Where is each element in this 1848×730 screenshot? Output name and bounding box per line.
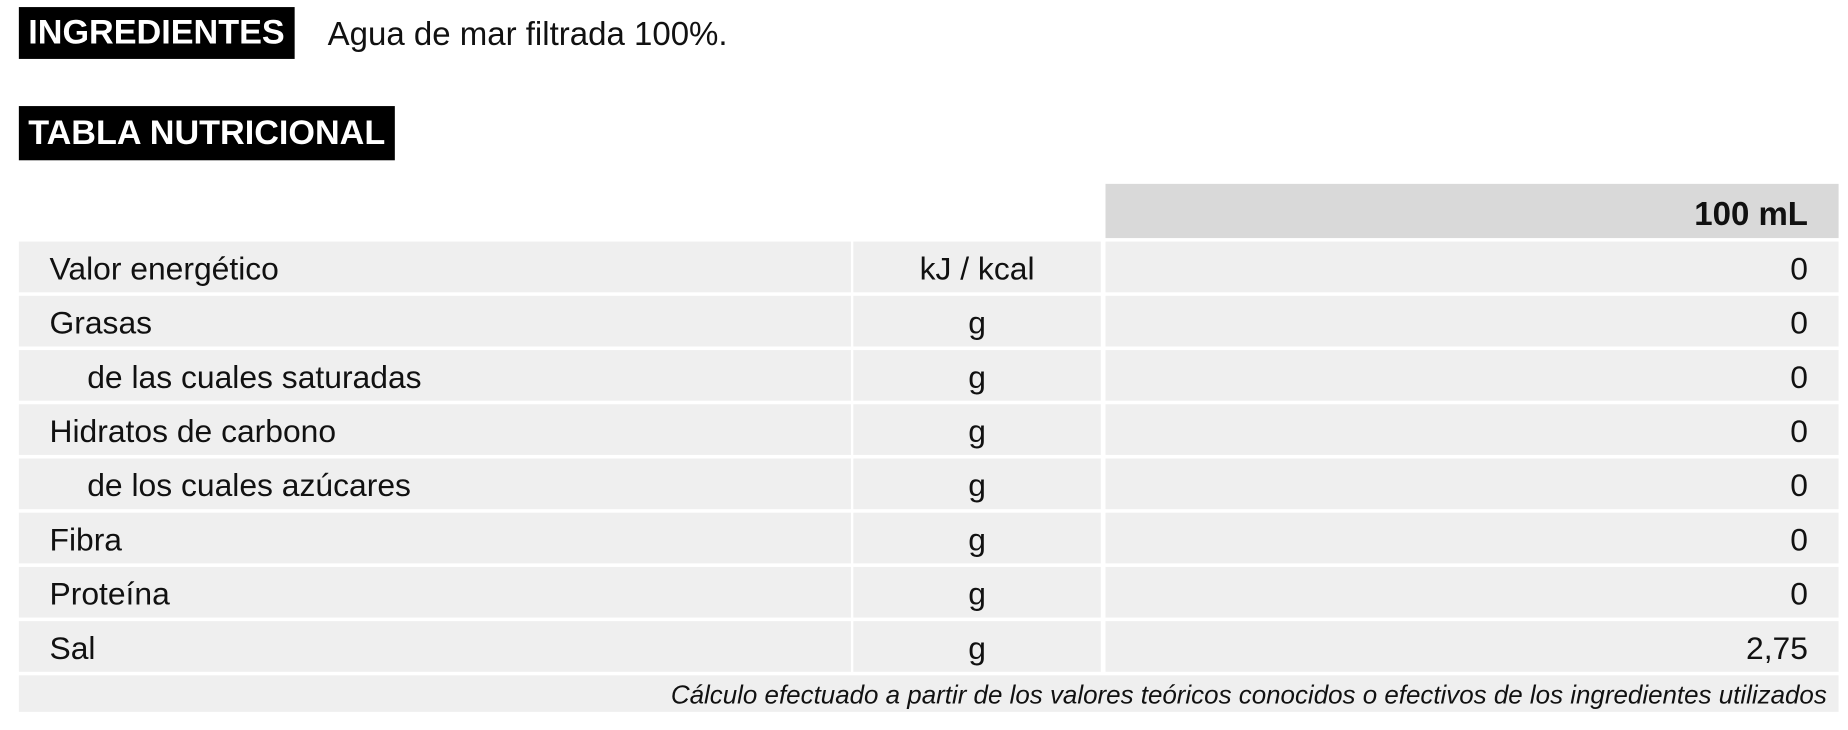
column-header: 100 mL [1105,183,1839,239]
value: 0 [1105,404,1839,455]
unit: g [853,295,1101,347]
table-title: TABLA NUTRICIONAL [18,106,395,161]
unit: g [853,350,1101,401]
ingredients-label: INGREDIENTES [18,7,295,59]
footnote: Cálculo efectuado a partir de los valore… [18,675,1839,712]
nutrient-name: Proteína [18,566,851,618]
nutrient-name: Grasas [18,295,851,347]
unit: g [853,404,1101,455]
ingredients-text: Agua de mar filtrada 100%. [327,15,728,52]
value: 0 [1105,241,1839,293]
value: 0 [1105,295,1839,347]
value: 0 [1105,512,1839,564]
value: 0 [1105,566,1839,618]
unit: g [853,621,1101,672]
unit: kJ / kcal [853,241,1101,293]
value: 2,75 [1105,621,1839,672]
nutrient-name: Sal [18,621,851,672]
value: 0 [1105,350,1839,401]
nutrient-name: Fibra [18,512,851,564]
nutrient-name: Hidratos de carbono [18,404,851,455]
nutrient-name: de las cuales saturadas [18,350,851,401]
nutrient-name: de los cuales azúcares [18,458,851,510]
value: 0 [1105,458,1839,510]
nutrient-name: Valor energético [18,241,851,293]
unit: g [853,458,1101,510]
unit: g [853,566,1101,618]
unit: g [853,512,1101,564]
